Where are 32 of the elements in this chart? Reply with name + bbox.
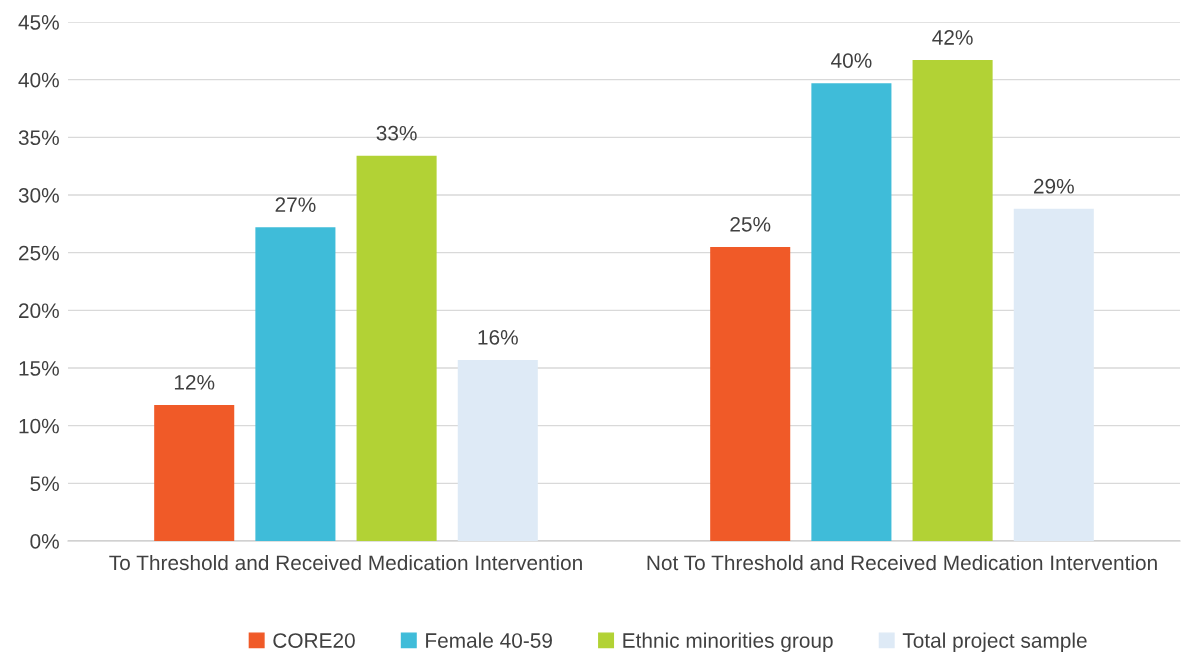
data-label: 40% — [831, 53, 872, 68]
legend-label: Total project sample — [902, 632, 1087, 652]
y-tick-label: 10% — [19, 418, 59, 434]
bar — [710, 246, 791, 541]
legend-label: Ethnic minorities group — [623, 632, 833, 652]
data-label: 12% — [174, 374, 215, 390]
y-tick-label: 5% — [30, 476, 59, 492]
y-tick-label: 40% — [18, 72, 59, 88]
data-label: 42% — [932, 30, 973, 45]
legend-label: Female 40-59 — [426, 632, 552, 648]
data-label: 25% — [730, 216, 771, 232]
y-tick-label: 25% — [19, 245, 59, 261]
bar — [1013, 208, 1094, 541]
bar — [457, 359, 538, 541]
y-tick-label: 35% — [18, 130, 59, 146]
y-tick-label: 45% — [18, 15, 59, 30]
bar — [356, 155, 437, 541]
data-label: 29% — [1033, 178, 1074, 194]
legend-label: CORE20 — [273, 633, 355, 648]
bar — [912, 60, 993, 541]
y-tick-label: 20% — [19, 303, 59, 319]
data-label: 27% — [275, 197, 316, 212]
bar — [154, 404, 235, 541]
y-tick-label: 0% — [30, 534, 59, 549]
y-tick-label: 30% — [18, 188, 59, 203]
x-tick-label: To Threshold and Received Medication Intervention — [109, 554, 582, 571]
data-label: 16% — [478, 329, 518, 345]
data-label: 33% — [376, 125, 417, 141]
x-tick-label: Not To Threshold and Received Medication Intervention — [647, 554, 1157, 571]
bar — [811, 83, 892, 541]
bar — [255, 227, 336, 541]
y-tick-label: 15% — [19, 361, 59, 376]
